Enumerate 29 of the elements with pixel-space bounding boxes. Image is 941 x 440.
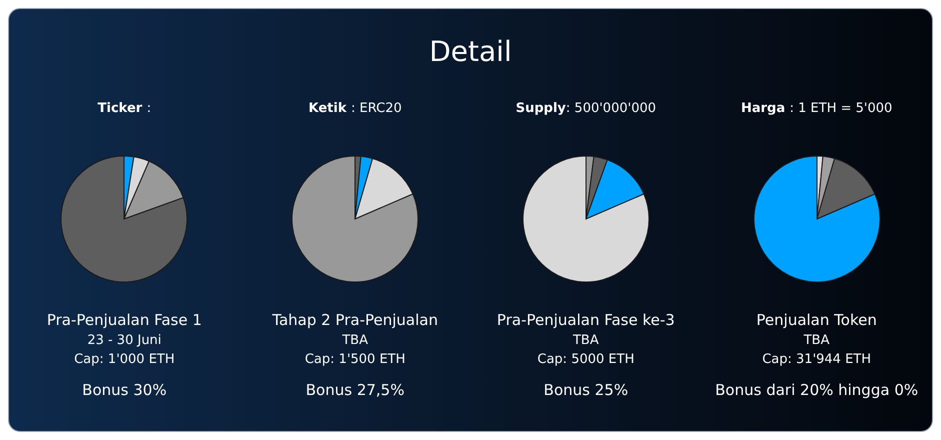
pie-slice — [60, 156, 188, 282]
text: Tahap 2 Pra-Penjualan — [272, 311, 438, 329]
text: Cap: 5000 ETH — [537, 352, 634, 367]
text: Cap: 1'000 ETH — [74, 352, 175, 367]
pie-slice — [522, 156, 650, 282]
text: 23 - 30 Juni — [87, 333, 162, 348]
pie-slice — [816, 158, 875, 220]
pie-slice — [354, 158, 414, 220]
text: Bonus dari 20% hingga 0% — [715, 381, 918, 399]
text: Pra-Penjualan Fase 1 — [46, 311, 202, 329]
pie-slice — [292, 156, 419, 282]
text: Penjualan Token — [756, 311, 877, 329]
pie-slice — [585, 159, 644, 220]
chart-subtitle: Ketik : ERC20 — [308, 101, 402, 116]
chart-subtitle: Supply: 500'000'000 — [516, 101, 656, 116]
text: Cap: 31'944 ETH — [762, 352, 872, 367]
text: TBA — [342, 333, 368, 348]
text: Cap: 1'500 ETH — [304, 352, 406, 367]
text: TBA — [804, 333, 830, 348]
text: Bonus 25% — [544, 381, 628, 399]
chart-subtitle: Harga : 1 ETH = 5'000 — [740, 101, 892, 116]
text: TBA — [572, 333, 599, 348]
text: Detail — [428, 34, 513, 70]
text: Bonus 30% — [82, 381, 167, 399]
text: Pra-Penjualan Fase ke-3 — [496, 311, 675, 329]
pie-slice — [753, 156, 880, 282]
chart-subtitle: Ticker : — [98, 101, 152, 116]
pie-slice — [124, 160, 184, 220]
text: Bonus 27,5% — [306, 381, 404, 399]
